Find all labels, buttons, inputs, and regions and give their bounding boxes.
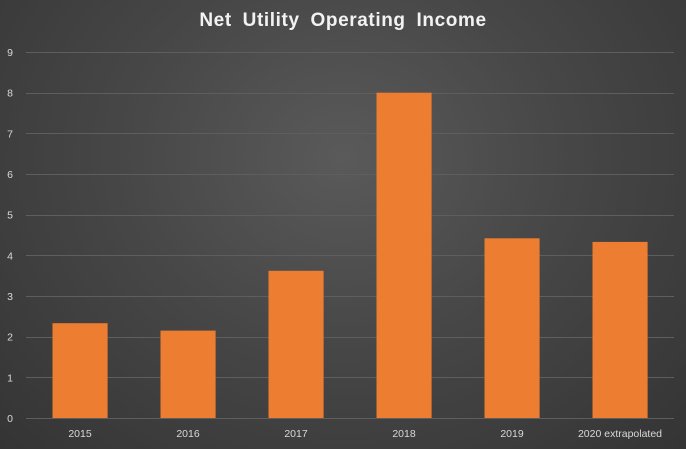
y-tick-label: 7 — [7, 128, 13, 140]
x-tick-label: 2017 — [284, 428, 308, 440]
y-tick-label: 5 — [7, 210, 13, 222]
bar-2017 — [268, 270, 324, 418]
x-tick-label: 2016 — [176, 428, 200, 440]
bars — [52, 92, 648, 418]
x-axis-tick-labels: 2015 2016 2017 2018 2019 2020 extrapolated — [68, 428, 662, 440]
x-tick-label: 2019 — [500, 428, 524, 440]
chart-title: Net Utility Operating Income — [199, 10, 487, 31]
y-tick-label: 0 — [7, 413, 13, 425]
y-tick-label: 3 — [7, 291, 13, 303]
y-tick-label: 4 — [7, 250, 13, 262]
x-tick-label: 2015 — [68, 428, 92, 440]
bar-2020-extrapolated — [592, 241, 648, 418]
x-tick-label: 2018 — [392, 428, 416, 440]
bar-2016 — [160, 330, 216, 418]
y-tick-label: 2 — [7, 332, 13, 344]
y-axis-tick-labels: 0 1 2 3 4 5 6 7 8 9 — [7, 47, 13, 425]
gridlines — [26, 52, 674, 419]
bar-2015 — [52, 323, 108, 418]
y-tick-label: 8 — [7, 88, 13, 100]
y-tick-label: 9 — [7, 47, 13, 59]
bar-2018 — [376, 92, 432, 418]
x-tick-label: 2020 extrapolated — [578, 428, 662, 440]
y-tick-label: 1 — [7, 372, 13, 384]
bar-2019 — [484, 238, 540, 418]
y-tick-label: 6 — [7, 169, 13, 181]
